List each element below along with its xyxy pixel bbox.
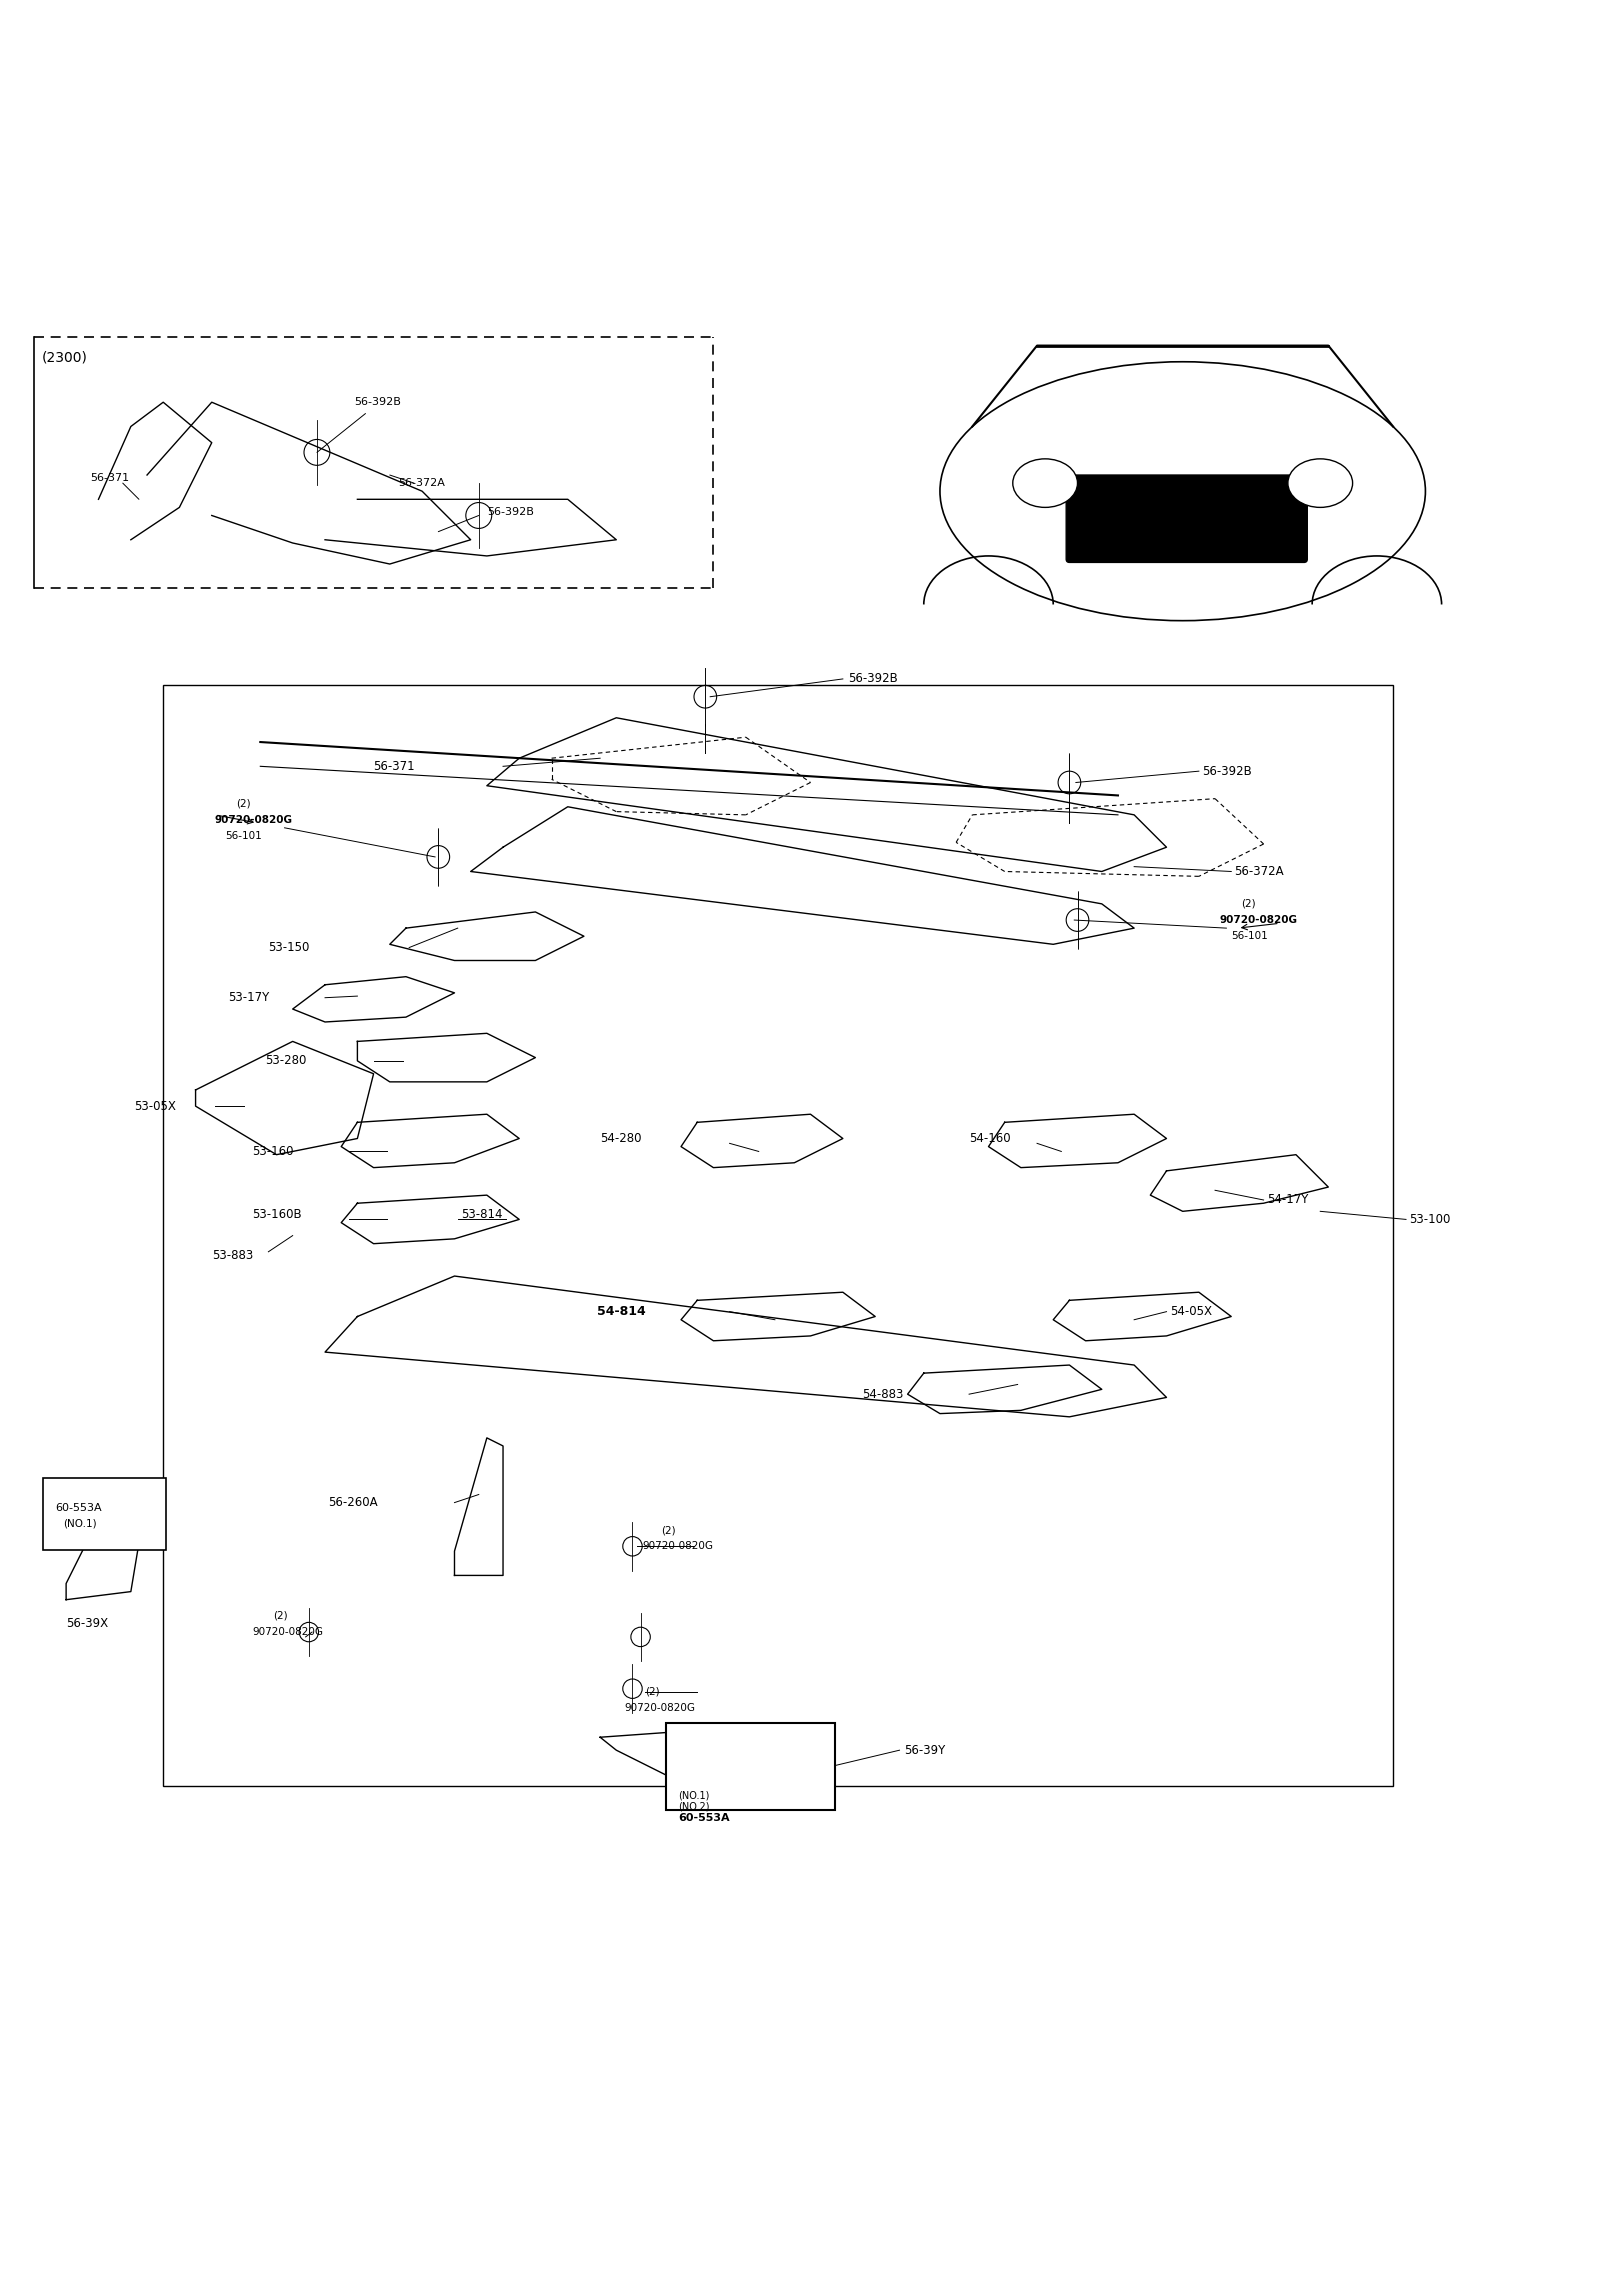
Text: 53-160: 53-160 [253,1145,293,1159]
Text: 56-392B: 56-392B [486,508,533,517]
Text: (2300): (2300) [42,351,88,364]
Text: 90720-0820G: 90720-0820G [624,1703,695,1712]
Text: 56-392B: 56-392B [353,396,400,408]
Text: (NO.2): (NO.2) [708,1762,742,1772]
Text: 56-371: 56-371 [91,474,130,483]
Text: 53-160B: 53-160B [253,1209,302,1220]
Bar [164,685,1392,1785]
Text: 56-39X: 56-39X [66,1617,109,1630]
Text: (2): (2) [1242,899,1256,909]
Text: 54-280: 54-280 [600,1132,642,1145]
Text: 56-260A: 56-260A [329,1496,378,1510]
Text: 90720-0820G: 90720-0820G [1221,915,1298,924]
Text: 56-372A: 56-372A [397,478,444,487]
Text: (2): (2) [237,799,251,808]
Text: 54-883: 54-883 [862,1387,903,1400]
Text: (NO.1): (NO.1) [708,1740,742,1751]
Text: 53-150: 53-150 [269,940,310,954]
Text: 56-101: 56-101 [1232,931,1268,940]
Text: 60-553A: 60-553A [678,1785,733,1797]
Text: 54-05X: 54-05X [1170,1305,1213,1318]
Text: 56-101: 56-101 [225,831,261,840]
Text: (NO.1): (NO.1) [678,1790,708,1801]
FancyBboxPatch shape [666,1724,835,1810]
Text: (2): (2) [645,1687,660,1696]
Text: 90720-0820G: 90720-0820G [216,815,293,824]
Text: 56-371: 56-371 [373,761,415,772]
Text: 53-883: 53-883 [212,1248,253,1261]
Text: 54-814: 54-814 [597,1305,645,1318]
FancyBboxPatch shape [1067,476,1307,562]
Text: 60-553A: 60-553A [678,1812,729,1824]
Text: 53-100: 53-100 [1409,1214,1451,1225]
Ellipse shape [1013,460,1078,508]
Polygon shape [196,1041,373,1154]
Text: 56-372A: 56-372A [1235,865,1284,879]
FancyBboxPatch shape [44,1478,167,1551]
Text: (2): (2) [661,1526,676,1535]
Text: (NO.1): (NO.1) [63,1519,97,1528]
Text: 90720-0820G: 90720-0820G [253,1628,323,1637]
Text: 90720-0820G: 90720-0820G [642,1542,713,1551]
Text: 53-17Y: 53-17Y [229,990,269,1004]
Text: 53-280: 53-280 [266,1054,306,1068]
Text: 53-05X: 53-05X [135,1100,177,1113]
Text: 60-553A: 60-553A [55,1503,102,1512]
Text: 56-39Y: 56-39Y [905,1744,945,1756]
Text: 53-814: 53-814 [460,1209,503,1220]
Text: 56-392B: 56-392B [1203,765,1251,779]
Text: 54-17Y: 54-17Y [1268,1193,1308,1207]
Text: 54-160: 54-160 [969,1132,1012,1145]
Text: 56-392B: 56-392B [848,672,898,685]
Ellipse shape [1287,460,1352,508]
Text: (NO.2): (NO.2) [678,1801,710,1812]
Text: (2): (2) [274,1610,289,1621]
